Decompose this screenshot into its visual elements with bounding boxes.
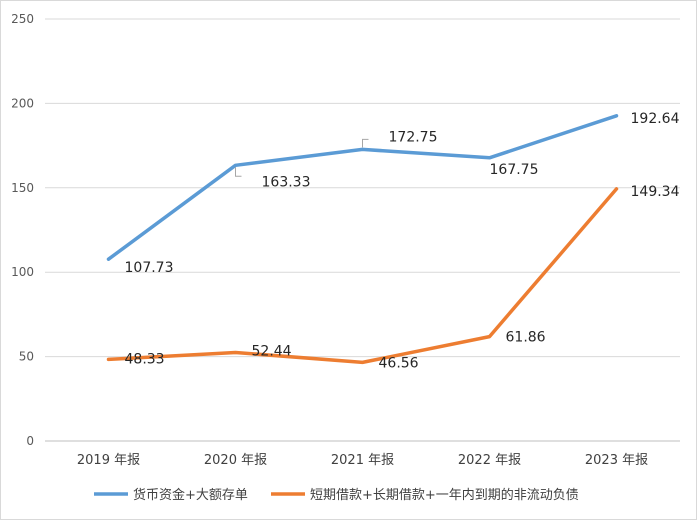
leader-line: [362, 138, 369, 148]
y-tick-label: 50: [19, 350, 34, 364]
data-label: 167.75: [490, 162, 539, 178]
data-label: 163.33: [262, 174, 311, 190]
x-tick-label: 2022 年报: [458, 453, 521, 468]
data-label: 192.64: [631, 111, 680, 127]
x-tick-label: 2019 年报: [77, 453, 140, 468]
y-tick-label: 250: [11, 12, 34, 26]
legend-label-2: 短期借款+长期借款+一年内到期的非流动负债: [310, 487, 579, 503]
legend-label-1: 货币资金+大额存单: [133, 487, 248, 503]
series-line-2: [106, 187, 619, 365]
x-tick-label: 2023 年报: [585, 453, 648, 468]
data-label: 48.33: [125, 351, 165, 367]
leader-line: [235, 167, 242, 177]
data-label: 107.73: [125, 260, 174, 276]
series-line-1: [106, 114, 619, 261]
data-label: 61.86: [506, 330, 546, 346]
x-tick-label: 2020 年报: [204, 453, 267, 468]
y-tick-label: 150: [11, 181, 34, 195]
data-label: 149.34: [631, 184, 680, 200]
y-tick-label: 0: [26, 434, 34, 448]
y-tick-label: 200: [11, 96, 34, 110]
data-label: 46.56: [379, 355, 419, 371]
y-tick-label: 100: [11, 265, 34, 279]
x-tick-label: 2021 年报: [331, 453, 394, 468]
data-label: 172.75: [389, 129, 438, 145]
data-label: 52.44: [252, 343, 292, 359]
